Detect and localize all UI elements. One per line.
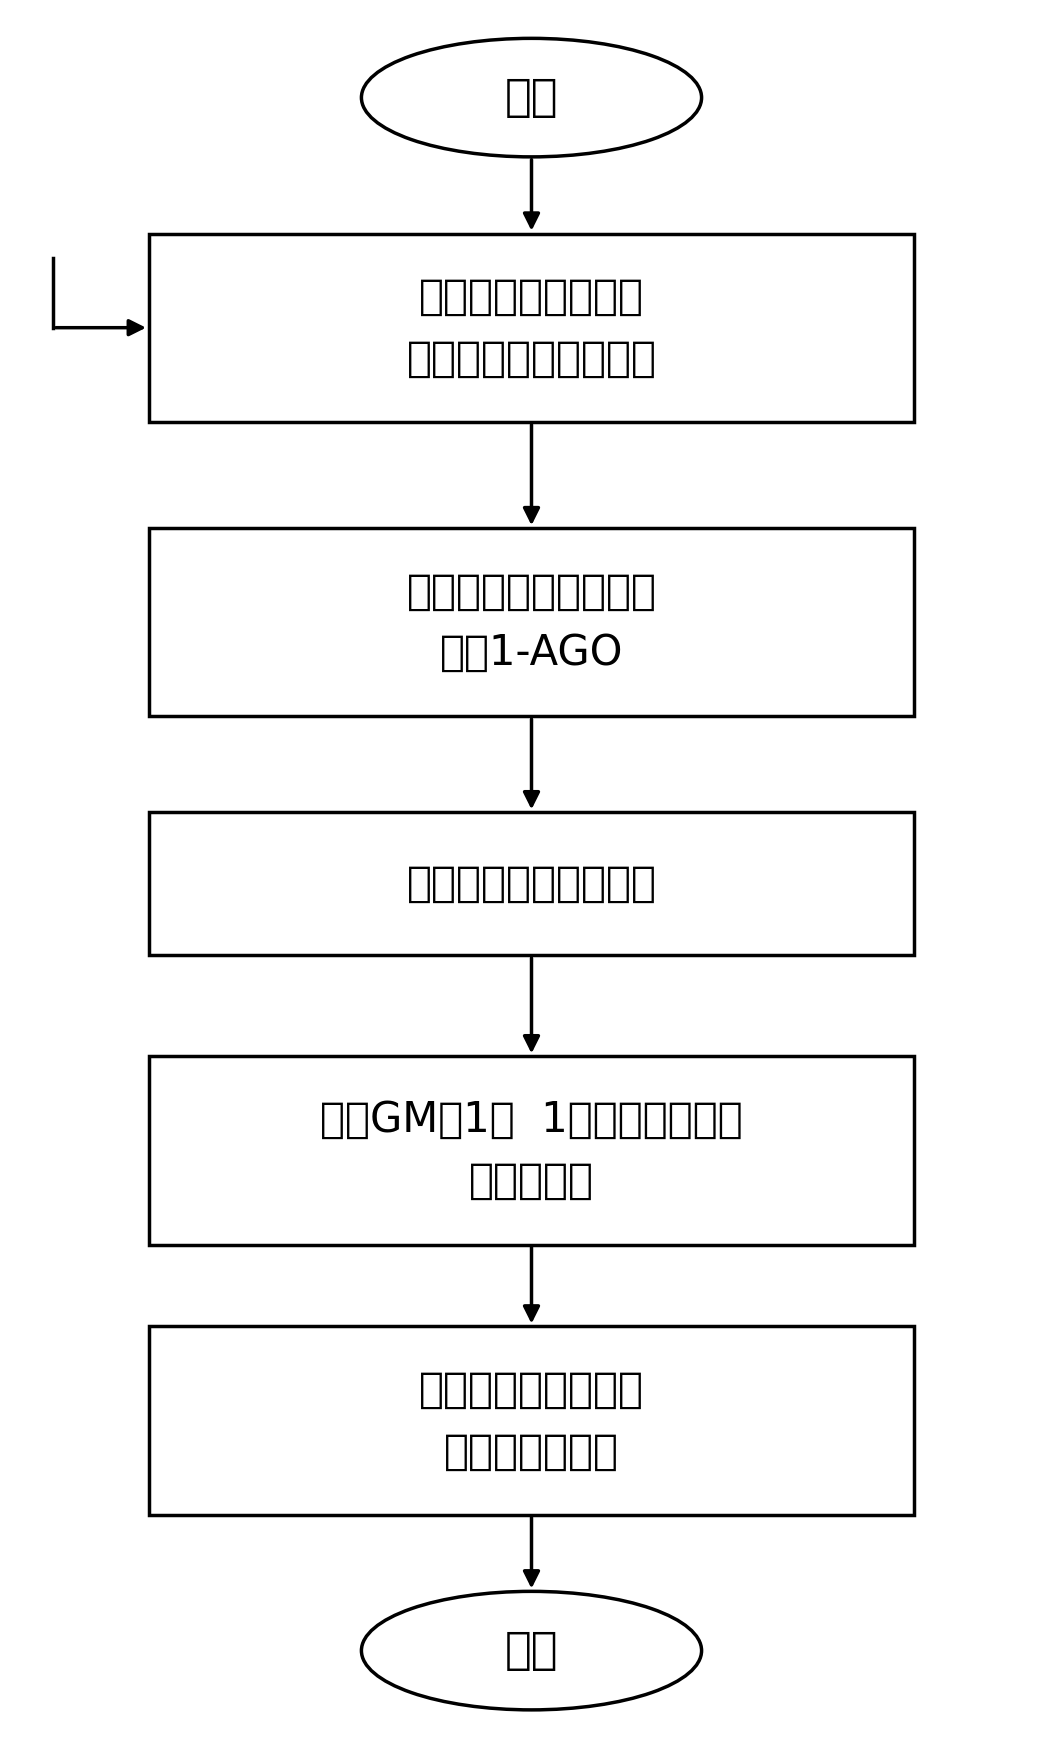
Text: 输出: 输出 <box>505 1630 558 1672</box>
Bar <box>149 812 914 955</box>
Text: 进行紧邻均值生成操作: 进行紧邻均值生成操作 <box>406 863 657 905</box>
Bar <box>149 234 914 422</box>
Text: 根据时间响应式求解
需求扭矩预测值: 根据时间响应式求解 需求扭矩预测值 <box>419 1368 644 1473</box>
Bar <box>149 1326 914 1515</box>
Text: 开始: 开始 <box>505 77 558 119</box>
Bar <box>149 1056 914 1245</box>
Bar <box>149 528 914 716</box>
Ellipse shape <box>361 1591 702 1710</box>
Text: 构造GM（1，  1）灰微分方程，
求解参数列: 构造GM（1， 1）灰微分方程， 求解参数列 <box>320 1098 743 1203</box>
Text: 进行灰色一次累加生成
处理1-AGO: 进行灰色一次累加生成 处理1-AGO <box>406 570 657 675</box>
Text: 获取电机输出扭矩，
建立系统预测数据序列: 获取电机输出扭矩， 建立系统预测数据序列 <box>406 275 657 380</box>
Ellipse shape <box>361 38 702 157</box>
